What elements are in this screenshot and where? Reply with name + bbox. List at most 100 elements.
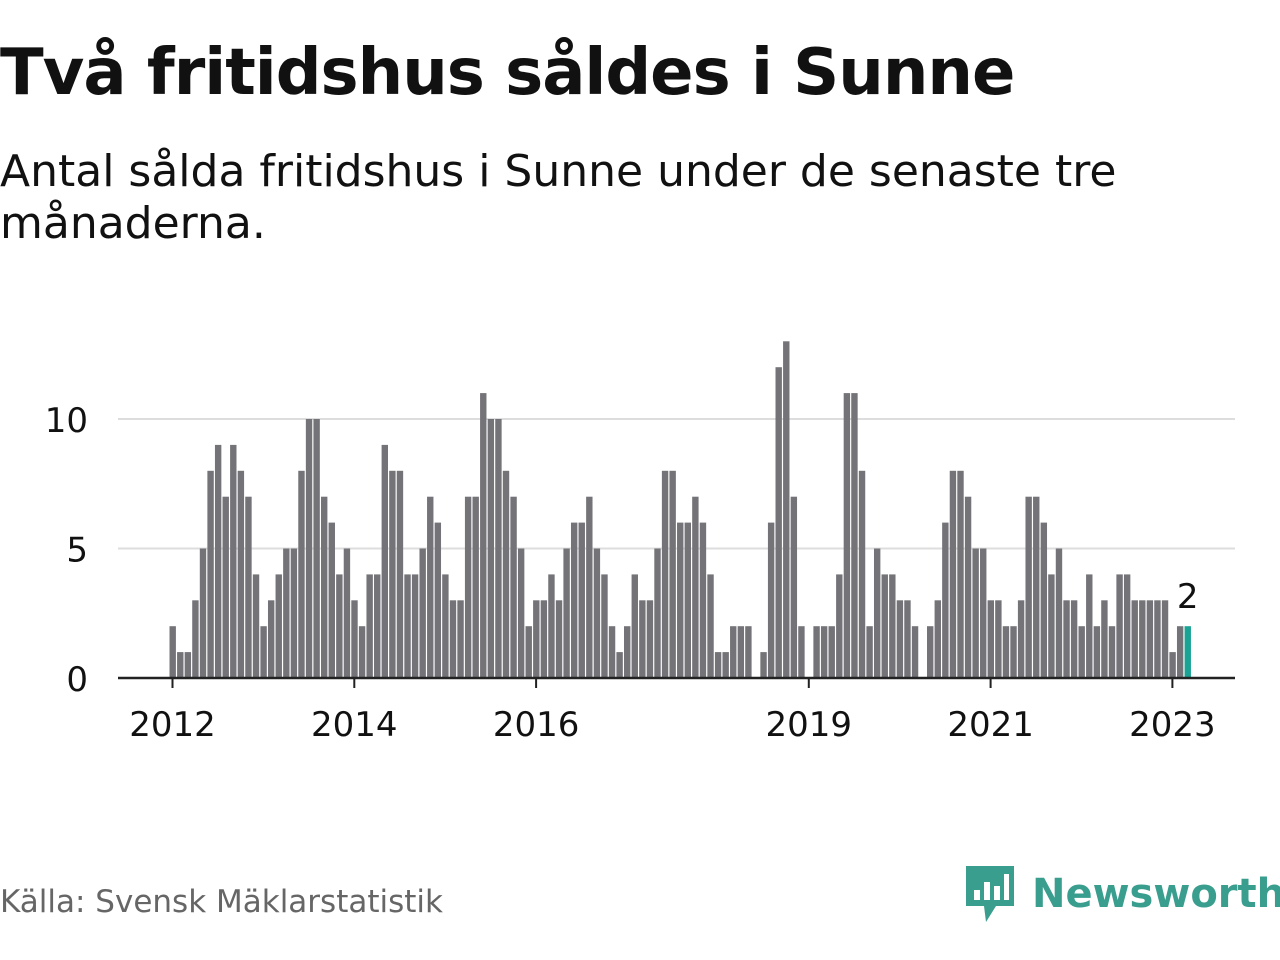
bar bbox=[563, 548, 570, 678]
x-tick-label: 2023 bbox=[1129, 705, 1216, 745]
last-value-label: 2 bbox=[1177, 577, 1199, 617]
bar bbox=[1139, 600, 1146, 678]
newsworthy-logo: Newsworthy bbox=[964, 864, 1280, 924]
bar bbox=[911, 626, 919, 678]
bar bbox=[714, 652, 722, 678]
bar bbox=[775, 367, 782, 678]
bar bbox=[873, 548, 881, 678]
bar bbox=[783, 341, 790, 678]
bar bbox=[1040, 522, 1048, 678]
gridlines bbox=[118, 418, 1235, 550]
bar bbox=[192, 600, 199, 678]
bar bbox=[889, 574, 896, 678]
newsworthy-logo-icon bbox=[966, 866, 1014, 922]
bar bbox=[980, 548, 987, 678]
bar bbox=[964, 496, 972, 678]
bar bbox=[1176, 626, 1184, 678]
bar bbox=[177, 652, 184, 678]
bar bbox=[608, 626, 616, 678]
bar bbox=[1086, 574, 1093, 678]
bar bbox=[358, 626, 366, 678]
x-tick-label: 2014 bbox=[311, 705, 398, 745]
bar bbox=[896, 600, 904, 678]
bar-chart: 0 5 10 2012 2014 2016 2019 2021 2023 2 bbox=[45, 341, 1235, 745]
bar bbox=[1017, 600, 1025, 678]
bar bbox=[624, 626, 631, 678]
bar bbox=[661, 470, 669, 678]
bar bbox=[820, 626, 828, 678]
y-tick-label: 10 bbox=[45, 401, 88, 441]
bar bbox=[987, 600, 994, 678]
bar bbox=[1116, 574, 1123, 678]
bar bbox=[881, 574, 888, 678]
x-tick-label: 2019 bbox=[766, 705, 853, 745]
bar bbox=[457, 600, 464, 678]
bar bbox=[404, 574, 411, 678]
bar bbox=[692, 496, 699, 678]
bar bbox=[449, 600, 457, 678]
bar bbox=[858, 470, 866, 678]
bar bbox=[646, 600, 654, 678]
bar bbox=[419, 548, 426, 678]
bar bbox=[434, 522, 442, 678]
bar bbox=[328, 522, 335, 678]
bar bbox=[427, 496, 434, 678]
bar bbox=[366, 574, 373, 678]
bar bbox=[851, 393, 858, 678]
bar bbox=[677, 522, 684, 678]
bar bbox=[517, 548, 525, 678]
x-tick-label: 2012 bbox=[129, 705, 216, 745]
y-axis-labels: 0 5 10 bbox=[45, 401, 88, 700]
bar bbox=[1033, 496, 1040, 678]
bar bbox=[237, 470, 245, 678]
bar bbox=[260, 626, 267, 678]
bar bbox=[1131, 600, 1138, 678]
bar bbox=[684, 522, 691, 678]
bar bbox=[305, 419, 313, 678]
bar bbox=[942, 522, 949, 678]
bar bbox=[464, 496, 472, 678]
x-axis bbox=[118, 676, 1235, 688]
bar bbox=[169, 626, 176, 678]
bar bbox=[480, 393, 487, 678]
bar bbox=[843, 393, 851, 678]
bar bbox=[1108, 626, 1116, 678]
bars bbox=[169, 341, 1191, 678]
bar bbox=[313, 419, 320, 678]
bar bbox=[298, 470, 305, 678]
bar bbox=[381, 444, 388, 678]
bar bbox=[502, 470, 510, 678]
bar bbox=[669, 470, 676, 678]
bar bbox=[745, 626, 752, 678]
bar bbox=[760, 652, 767, 678]
bar bbox=[222, 496, 229, 678]
bar bbox=[1010, 626, 1017, 678]
chart-title: Två fritidshus såldes i Sunne bbox=[0, 36, 1015, 110]
bar bbox=[199, 548, 207, 678]
bar bbox=[351, 600, 358, 678]
bar bbox=[707, 574, 714, 678]
bar bbox=[1093, 626, 1101, 678]
bar bbox=[184, 652, 192, 678]
bar bbox=[510, 496, 517, 678]
bar bbox=[995, 600, 1002, 678]
bar bbox=[555, 600, 563, 678]
bar bbox=[487, 419, 495, 678]
bar bbox=[214, 444, 222, 678]
bar bbox=[290, 548, 298, 678]
bar bbox=[578, 522, 585, 678]
bar bbox=[813, 626, 820, 678]
bar bbox=[836, 574, 843, 678]
bar bbox=[321, 496, 328, 678]
bar bbox=[1002, 626, 1010, 678]
bar bbox=[927, 626, 934, 678]
bar bbox=[472, 496, 479, 678]
bar bbox=[207, 470, 214, 678]
source-note: Källa: Svensk Mäklarstatistik bbox=[0, 884, 443, 920]
bar bbox=[949, 470, 957, 678]
bar bbox=[586, 496, 593, 678]
bar bbox=[654, 548, 661, 678]
bar bbox=[1123, 574, 1131, 678]
bar bbox=[1184, 626, 1191, 678]
bar bbox=[1161, 600, 1169, 678]
